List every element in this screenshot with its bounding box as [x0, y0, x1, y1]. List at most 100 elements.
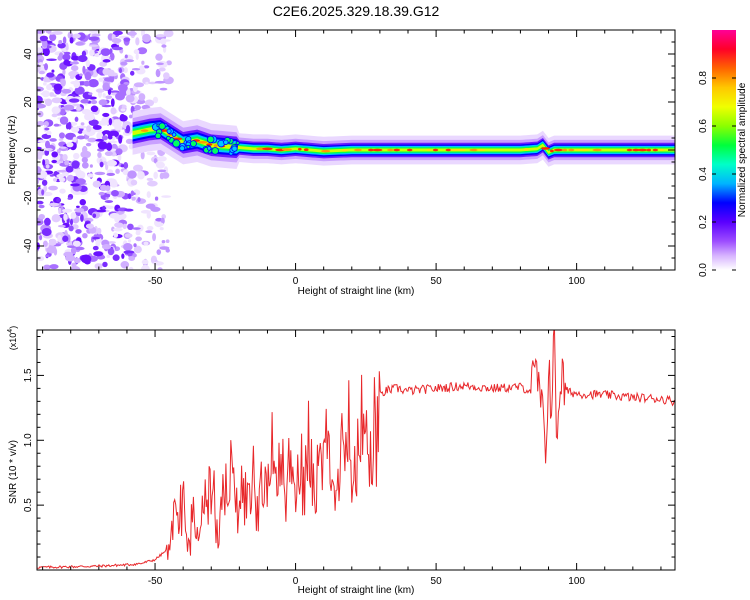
noise-blob — [127, 193, 132, 200]
ridge-blob — [235, 141, 240, 145]
noise-blob — [67, 197, 72, 200]
noise-blob — [118, 67, 123, 74]
spectrogram-panel: -50 0 50 100 -40 -20 0 20 40 Height of straight … — [7, 29, 676, 297]
noise-blob — [38, 214, 45, 220]
noise-blob — [63, 104, 75, 111]
noise-blob — [90, 105, 99, 113]
noise-blob — [88, 92, 93, 96]
noise-blob — [157, 267, 163, 270]
noise-blob — [51, 151, 58, 158]
noise-blob — [68, 225, 74, 232]
noise-blob — [99, 61, 108, 67]
noise-blob — [75, 41, 84, 46]
noise-blob — [37, 103, 46, 109]
ridge-hotspot — [632, 148, 640, 152]
noise-blob — [117, 154, 122, 162]
noise-blob — [57, 55, 63, 61]
noise-blob — [72, 103, 81, 107]
noise-blob — [120, 61, 128, 66]
noise-blob — [153, 171, 158, 180]
snr-axes: -50 0 50 100 0.5 1.0 1.5 — [23, 330, 675, 587]
ridge-blob — [154, 132, 162, 140]
noise-blob — [147, 180, 158, 187]
noise-blob — [123, 242, 133, 251]
noise-blob — [107, 72, 118, 77]
noise-blob — [46, 72, 55, 78]
noise-blob — [37, 47, 43, 53]
noise-blob — [157, 156, 167, 162]
noise-blob — [105, 95, 113, 100]
ridge-hotspot — [457, 148, 466, 152]
noise-blob — [163, 72, 170, 80]
noise-blob — [72, 240, 81, 247]
ridge-blob — [206, 146, 212, 151]
noise-blob — [71, 160, 80, 169]
noise-blob — [96, 209, 107, 213]
noise-blob — [77, 55, 88, 63]
ridge-band-6 — [132, 126, 675, 154]
noise-blob — [133, 82, 145, 88]
noise-blob — [133, 104, 142, 111]
noise-blob — [112, 30, 123, 36]
noise-blob — [106, 172, 116, 176]
ridge-blob — [171, 132, 177, 137]
noise-blob — [63, 59, 70, 66]
ridge-hotspot — [652, 148, 659, 152]
noise-blob — [102, 93, 106, 98]
ridge-hotspot — [393, 148, 401, 152]
noise-blob — [107, 140, 118, 144]
colorbar-label: Normalized spectral amplitude — [737, 82, 748, 217]
ridge-hotspot — [550, 149, 554, 153]
noise-blob — [60, 146, 67, 149]
noise-blob — [114, 124, 123, 131]
noise-blob — [94, 263, 103, 270]
noise-blob — [123, 82, 130, 85]
snr-xtick-label: 100 — [568, 576, 585, 587]
noise-blob — [154, 80, 166, 84]
noise-blob — [48, 185, 58, 191]
noise-blob — [45, 30, 52, 34]
noise-blob — [104, 200, 114, 203]
noise-blob — [45, 254, 50, 258]
noise-blob — [59, 188, 66, 194]
noise-blob — [70, 183, 80, 187]
noise-blob — [41, 90, 50, 98]
noise-blob — [80, 254, 92, 264]
noise-blob — [156, 249, 162, 256]
noise-blob — [62, 154, 68, 161]
noise-blob — [109, 212, 120, 219]
ridge-hotspot — [262, 147, 273, 151]
noise-blob — [97, 151, 102, 159]
noise-blob — [93, 251, 104, 257]
noise-blob — [74, 246, 85, 251]
noise-blob — [88, 44, 99, 47]
noise-blob — [111, 38, 122, 44]
noise-blob — [137, 47, 148, 55]
noise-blob — [42, 82, 47, 86]
noise-blob — [92, 124, 102, 130]
noise-blob — [101, 135, 108, 141]
noise-blob — [42, 159, 46, 166]
noise-blob — [88, 79, 99, 88]
ridge-hotspot — [432, 148, 439, 152]
noise-blob — [144, 99, 155, 107]
noise-blob — [70, 65, 79, 72]
noise-blob — [80, 122, 85, 126]
noise-blob — [60, 78, 66, 87]
noise-blob — [70, 126, 80, 133]
noise-blob — [146, 151, 156, 156]
ridge-hotspot — [297, 147, 302, 151]
noise-blob — [137, 171, 145, 180]
noise-blob — [146, 225, 154, 231]
noise-blob — [41, 39, 48, 48]
spectrogram-xlabel: Height of straight line (km) — [298, 286, 415, 297]
ridge-hotspot — [450, 148, 460, 152]
noise-blob — [44, 127, 50, 131]
noise-blob — [58, 132, 65, 139]
noise-blob — [90, 100, 98, 105]
spectrogram-ytick-label: -20 — [23, 190, 34, 205]
noise-blob — [128, 266, 134, 270]
ridge-hotspot — [140, 129, 149, 132]
noise-blob — [70, 212, 77, 219]
ridge-blob — [223, 139, 229, 145]
